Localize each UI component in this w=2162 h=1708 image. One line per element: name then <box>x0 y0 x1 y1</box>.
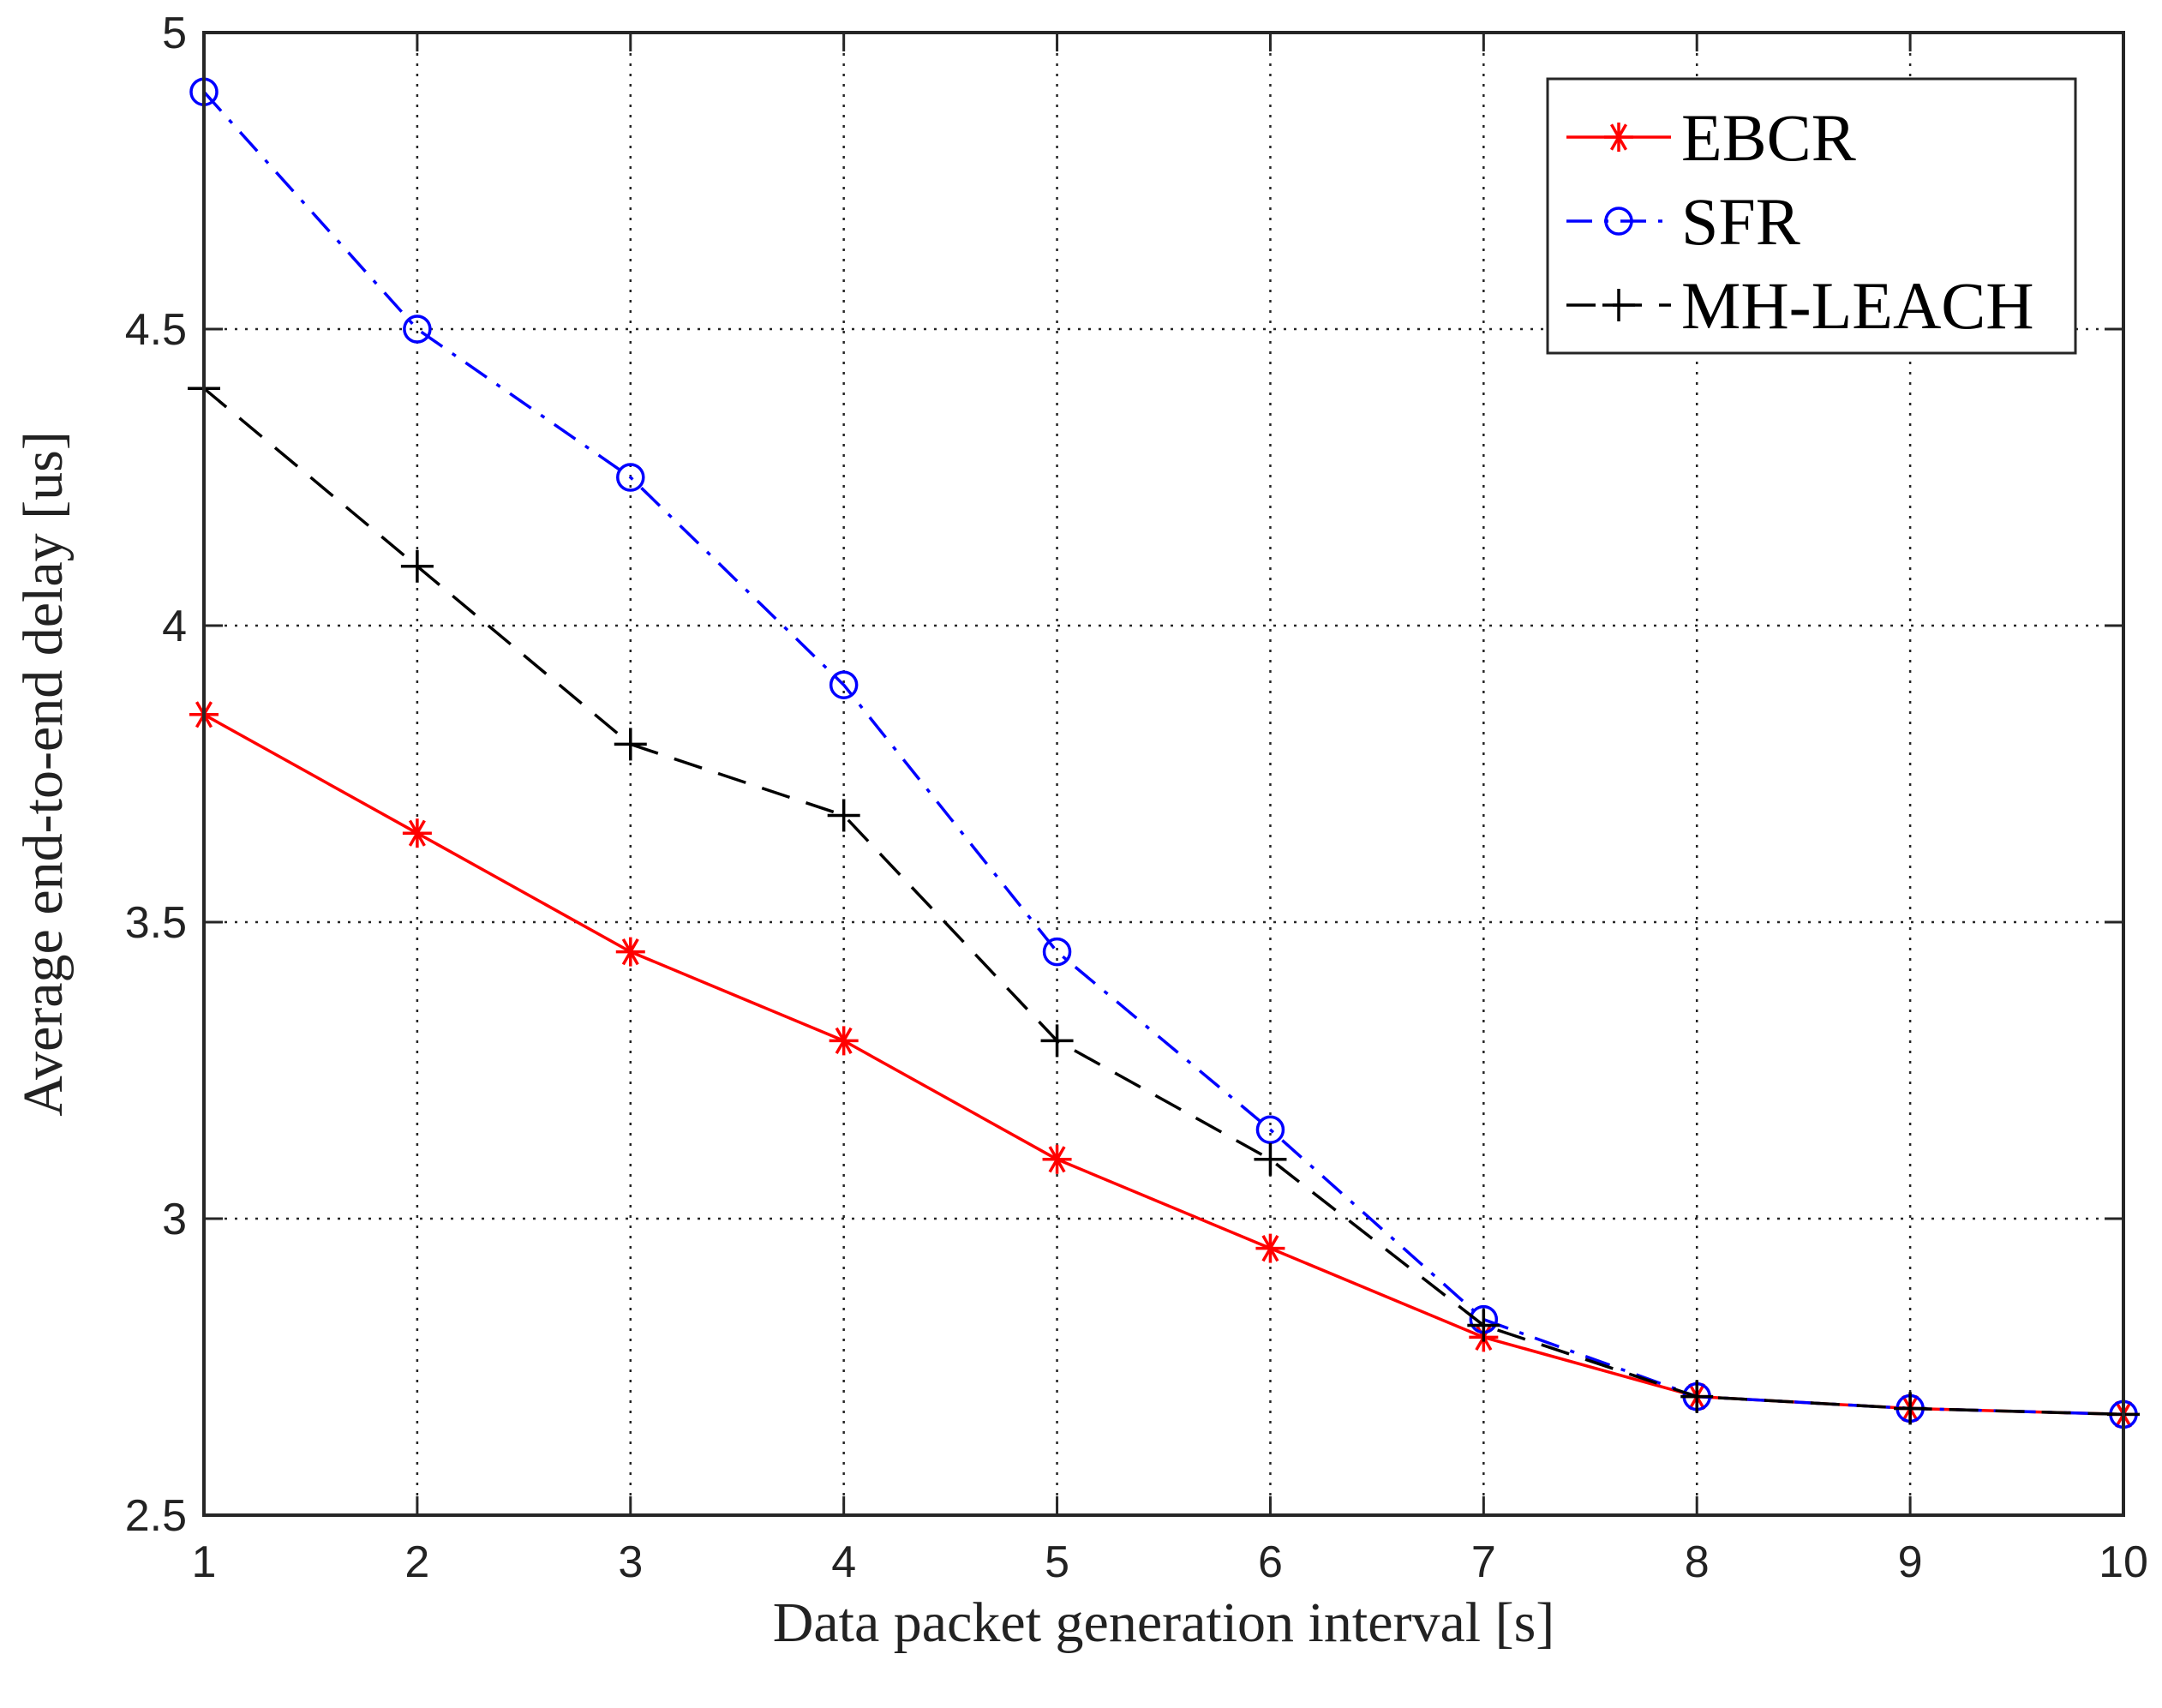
x-tick-label: 7 <box>1471 1537 1496 1587</box>
data-point-ebcr <box>615 937 645 967</box>
x-tick-label: 9 <box>1898 1537 1923 1587</box>
legend-item-mh-leach: MH-LEACH <box>1566 268 2034 343</box>
data-point-sfr <box>1255 1115 1285 1144</box>
y-tick-label: 5 <box>162 9 187 58</box>
data-point-mh-leach <box>1894 1392 1927 1425</box>
marker-circle <box>1042 937 1072 967</box>
data-point-sfr <box>1042 937 1072 967</box>
x-tick-label: 5 <box>1045 1537 1069 1587</box>
legend: EBCR SFR MH-LEACH <box>1546 77 2077 355</box>
legend-marker-sfr <box>1604 207 1633 236</box>
series-line-mh-leach <box>202 387 2124 1417</box>
x-tick-label: 8 <box>1685 1537 1710 1587</box>
data-point-ebcr <box>829 1026 859 1056</box>
plot-frame <box>202 31 2125 1517</box>
legend-label-sfr: SFR <box>1681 184 1800 259</box>
marker-circle <box>829 670 859 699</box>
x-axis-title: Data packet generation interval [s] <box>773 1591 1555 1654</box>
legend-item-sfr: SFR <box>1566 184 1800 259</box>
legend-label-mh-leach: MH-LEACH <box>1681 268 2034 343</box>
marker-circle <box>1604 207 1633 236</box>
y-tick-label: 4 <box>162 602 187 651</box>
x-tick-label: 1 <box>192 1537 217 1587</box>
y-tick-label: 3.5 <box>125 898 187 948</box>
x-tick-label: 3 <box>618 1537 643 1587</box>
marker-circle <box>616 463 645 492</box>
legend-label-ebcr: EBCR <box>1681 100 1856 175</box>
data-point-mh-leach <box>1680 1380 1714 1413</box>
data-point-mh-leach <box>1040 1024 1074 1058</box>
data-point-mh-leach <box>827 799 860 832</box>
data-point-mh-leach <box>1254 1142 1287 1176</box>
legend-marker-ebcr <box>1604 123 1633 152</box>
legend-box <box>1546 77 2077 355</box>
y-tick-label: 3 <box>162 1195 187 1244</box>
legend-marker-mh-leach <box>1602 289 1635 321</box>
marker-circle <box>1255 1115 1285 1144</box>
x-tick-label: 10 <box>2099 1537 2148 1587</box>
marker-circle <box>403 315 432 344</box>
data-point-sfr <box>403 315 432 344</box>
data-point-ebcr <box>402 818 432 848</box>
series-group <box>188 77 2140 1431</box>
series-line-sfr <box>202 91 2124 1417</box>
data-point-ebcr <box>1042 1144 1072 1174</box>
data-point-mh-leach <box>1467 1309 1500 1342</box>
data-point-sfr <box>616 463 645 492</box>
x-tick-label: 6 <box>1258 1537 1283 1587</box>
data-point-sfr <box>829 670 859 699</box>
y-tick-label: 4.5 <box>125 305 187 355</box>
data-point-ebcr <box>1255 1233 1285 1263</box>
axis-ticks: 1 2 3 4 5 6 7 8 9 10 2.5 3 3.5 4 4.5 5 <box>125 9 2148 1587</box>
y-axis-title: Average end-to-end delay [us] <box>12 431 75 1117</box>
y-tick-label: 2.5 <box>125 1491 187 1541</box>
x-tick-label: 2 <box>404 1537 429 1587</box>
data-point-mh-leach <box>400 549 434 583</box>
legend-item-ebcr: EBCR <box>1566 100 1856 175</box>
data-point-mh-leach <box>614 728 647 761</box>
x-tick-label: 4 <box>831 1537 856 1587</box>
